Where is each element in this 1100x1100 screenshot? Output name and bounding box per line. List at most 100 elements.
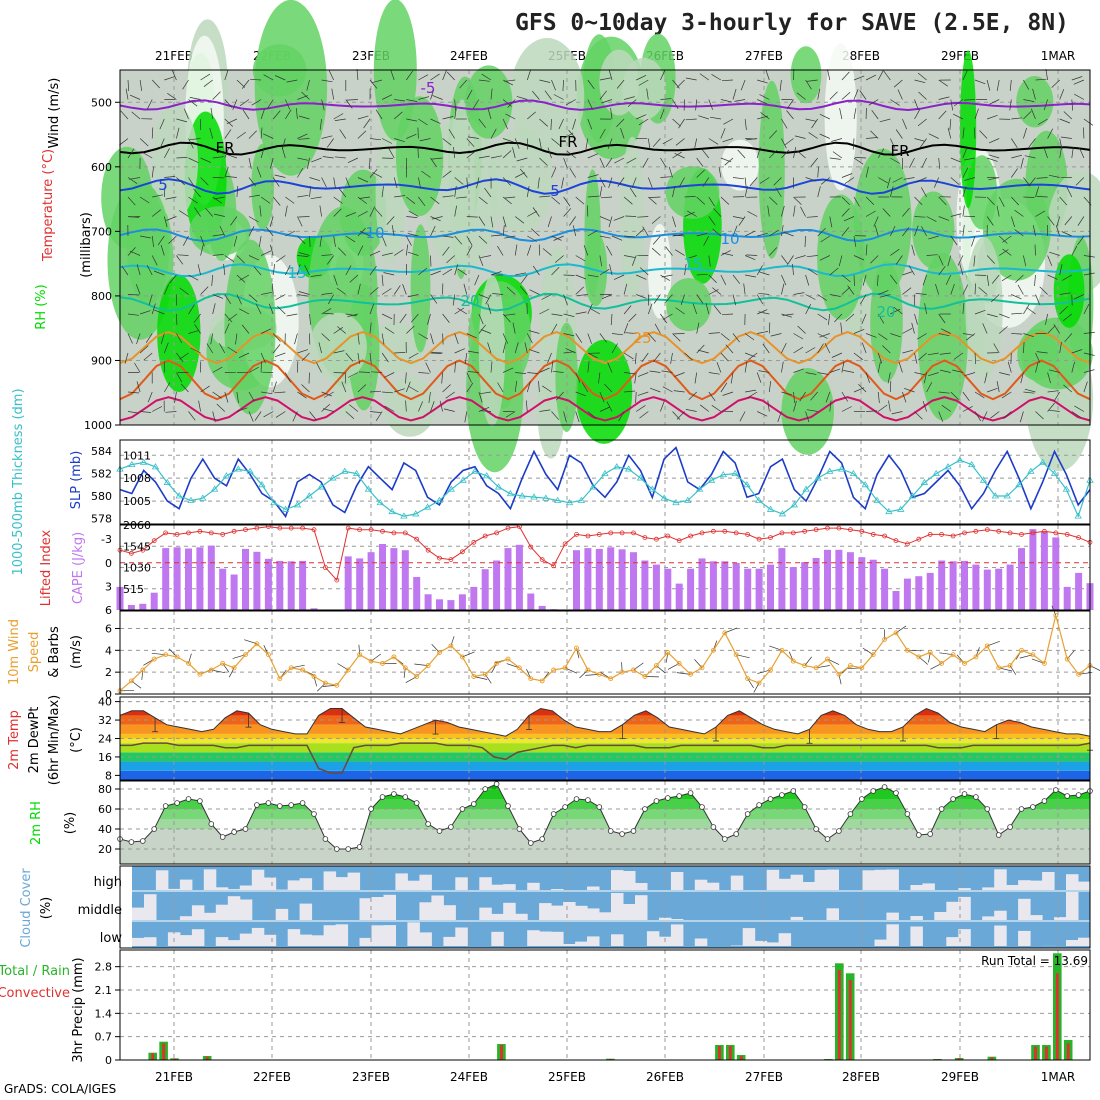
wind-barb — [369, 411, 381, 413]
wind-barb — [639, 267, 649, 276]
cape-bar — [436, 599, 443, 610]
wind-barb — [599, 186, 603, 198]
cape-bar — [1006, 564, 1014, 610]
wind-barb — [394, 388, 405, 393]
wind-barb — [200, 73, 211, 81]
cloud-cell — [215, 937, 229, 946]
wind10-marker — [756, 680, 762, 686]
wind-barb — [675, 307, 685, 315]
wind-barb — [873, 216, 879, 227]
wind-barb — [151, 303, 156, 315]
wind-barb — [608, 177, 613, 189]
wind-barb — [467, 371, 479, 373]
wind-barb — [1036, 196, 1048, 198]
wind10-line — [119, 615, 1091, 692]
rh-cell — [965, 236, 1003, 381]
lifted-marker — [322, 565, 328, 570]
wind-barb — [454, 205, 457, 217]
temp-band — [120, 752, 1090, 762]
rh-marker — [801, 804, 808, 810]
wind-barb — [890, 333, 901, 338]
wind-barb — [1002, 411, 1012, 419]
wind-barb — [439, 400, 443, 412]
wind-barb — [933, 177, 940, 188]
precip-legend-conv: Convective — [0, 986, 70, 1001]
wind-barb — [337, 326, 347, 334]
wind-barb — [720, 99, 732, 103]
wind-barb — [275, 75, 286, 81]
wind10-marker — [174, 654, 180, 660]
wind-barb — [841, 208, 850, 217]
thickness-marker — [447, 485, 455, 492]
wind-barb — [442, 333, 444, 345]
wind-barb — [672, 186, 676, 198]
thickness-tick: 578 — [91, 512, 112, 525]
cape-bar — [732, 563, 740, 610]
wind-barb — [129, 94, 141, 100]
wind10-marker — [859, 665, 865, 671]
wind-barb — [938, 265, 946, 276]
wind-barb — [1002, 248, 1012, 256]
wind-barb — [169, 274, 177, 284]
wind-barb — [541, 294, 552, 300]
wind-barb — [820, 235, 830, 243]
wind-barb — [321, 254, 333, 256]
wind-barb — [1063, 384, 1073, 393]
wind-barb — [212, 294, 224, 299]
rh-marker — [539, 836, 545, 842]
wind-barb — [760, 112, 770, 120]
wind-barb — [418, 372, 430, 374]
cloud-cell — [407, 880, 420, 890]
wind-barb — [391, 225, 395, 237]
lifted-marker — [973, 528, 979, 534]
rh-marker — [790, 788, 797, 794]
wind-barb — [613, 274, 625, 280]
cape-tick: 1030 — [123, 562, 151, 575]
wind-barb — [709, 116, 721, 120]
cloud-cell — [730, 945, 744, 946]
cape-bar — [287, 561, 295, 610]
wind-barb — [635, 352, 637, 365]
lifted-marker — [231, 528, 237, 534]
wind-barb — [808, 268, 818, 276]
wind-barb — [651, 247, 661, 256]
wind-barb — [127, 196, 136, 206]
cloud-cell — [347, 872, 361, 890]
wind-barb — [860, 294, 867, 305]
temp-band — [120, 724, 1090, 734]
wind-barb — [399, 313, 407, 324]
wind-barb — [406, 133, 417, 139]
wind-barb — [153, 309, 165, 315]
wind-barb — [333, 350, 345, 354]
wind-barb — [978, 287, 988, 295]
wind-barb — [817, 372, 829, 375]
thickness-marker — [755, 496, 763, 503]
wind-barb — [565, 348, 576, 354]
wind-barb — [339, 129, 347, 139]
wind-barb — [410, 313, 419, 323]
thickness-marker — [589, 483, 597, 490]
wind-barb — [817, 186, 821, 198]
wind10-marker — [745, 676, 751, 682]
rh-cell — [620, 136, 644, 303]
wind-barb — [1028, 177, 1036, 187]
wind10-marker — [642, 674, 648, 679]
cape-bar — [675, 583, 683, 610]
wind-barb — [698, 349, 709, 354]
lifted-marker — [596, 532, 602, 537]
wind-barb — [430, 255, 432, 267]
wind-barb — [623, 283, 628, 295]
wind-barb — [311, 157, 322, 163]
lifted-marker — [539, 557, 545, 562]
cloud-cell — [611, 870, 624, 890]
wind-barb — [140, 235, 151, 239]
wind-barb — [891, 411, 903, 415]
wind-barb — [914, 196, 923, 206]
tick-label: 40 — [98, 696, 112, 709]
wind-barb — [200, 235, 205, 247]
isotherm-label: 5 — [550, 182, 560, 200]
wind-barb — [480, 255, 492, 259]
wind-barb — [708, 196, 715, 207]
wind-barb — [890, 308, 901, 315]
wind-barb — [986, 387, 998, 393]
